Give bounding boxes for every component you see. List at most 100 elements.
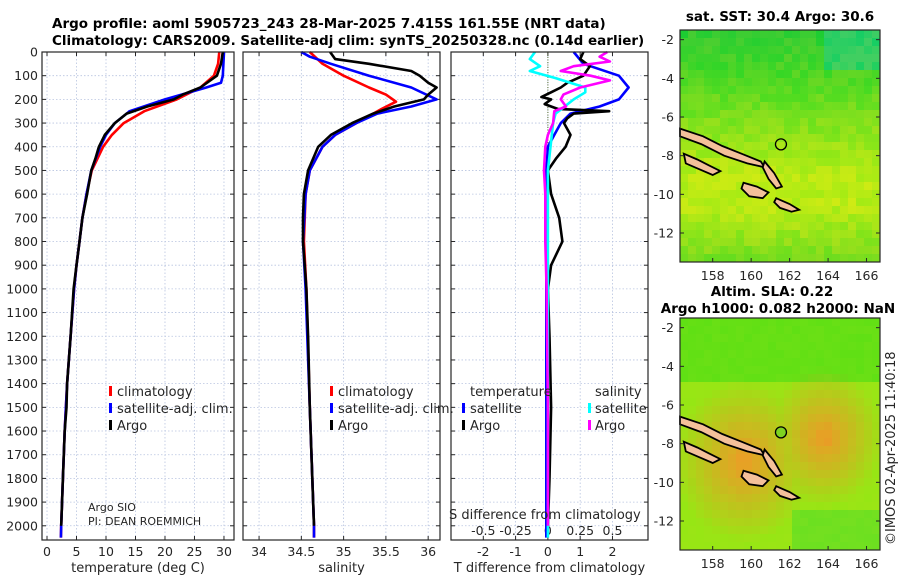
island-coastline <box>773 485 802 501</box>
map-cell <box>800 326 808 334</box>
map-cell <box>704 238 712 246</box>
map-cell <box>712 542 720 550</box>
map-cell <box>864 462 872 470</box>
map-cell <box>752 382 760 390</box>
map-cell <box>752 350 760 358</box>
map-cell <box>864 374 872 382</box>
map-cell <box>768 86 776 94</box>
map-cell <box>784 518 792 526</box>
map-cell <box>760 326 768 334</box>
lat-tick-label: -4 <box>662 359 675 374</box>
map-cell <box>688 502 696 510</box>
map-cell <box>680 326 688 334</box>
map-cell <box>824 30 832 38</box>
map-cell <box>848 438 856 446</box>
map-cell <box>840 422 848 430</box>
map-cell <box>680 382 688 390</box>
map-cell <box>816 334 824 342</box>
map-cell <box>848 198 856 206</box>
map-cell <box>744 46 752 54</box>
map-cell <box>680 446 688 454</box>
map-cell <box>808 254 816 262</box>
map-cell <box>872 46 880 54</box>
map-cell <box>776 126 784 134</box>
map-cell <box>728 422 736 430</box>
map-cell <box>816 390 824 398</box>
map-cell <box>712 214 720 222</box>
map-cell <box>824 190 832 198</box>
map-cell <box>824 222 832 230</box>
map-cell <box>744 334 752 342</box>
map-cell <box>848 462 856 470</box>
map-cell <box>704 534 712 542</box>
map-cell <box>728 326 736 334</box>
map-cell <box>776 478 784 486</box>
map-cell <box>744 414 752 422</box>
map-cell <box>864 214 872 222</box>
sst-map-title: sat. SST: 30.4 Argo: 30.6 <box>686 9 874 25</box>
map-cell <box>704 374 712 382</box>
map-cell <box>872 214 880 222</box>
map-cell <box>744 174 752 182</box>
map-cell <box>792 86 800 94</box>
map-cell <box>856 158 864 166</box>
map-cell <box>720 526 728 534</box>
map-cell <box>800 166 808 174</box>
map-cell <box>872 198 880 206</box>
map-cell <box>696 230 704 238</box>
map-cell <box>832 230 840 238</box>
map-cell <box>728 406 736 414</box>
map-cell <box>824 502 832 510</box>
map-cell <box>792 486 800 494</box>
map-cell <box>760 542 768 550</box>
y-tick-label: 200 <box>14 92 38 107</box>
difference-legend-salinity: salinity satellite Argo <box>588 385 647 434</box>
x-tick-label: 30 <box>216 544 232 559</box>
lon-tick-label: 162 <box>778 268 802 283</box>
map-cell <box>680 342 688 350</box>
map-cell <box>688 30 696 38</box>
map-cell <box>784 94 792 102</box>
map-cell <box>856 366 864 374</box>
map-cell <box>848 62 856 70</box>
map-cell <box>696 430 704 438</box>
lat-tick-label: -8 <box>662 148 675 163</box>
map-cell <box>696 326 704 334</box>
x-tick-label: 2 <box>608 544 616 559</box>
map-cell <box>832 214 840 222</box>
map-cell <box>864 510 872 518</box>
map-cell <box>768 366 776 374</box>
island-coastline <box>761 447 784 478</box>
map-cell <box>720 414 728 422</box>
map-cell <box>816 78 824 86</box>
map-cell <box>768 142 776 150</box>
map-cell <box>856 470 864 478</box>
map-cell <box>824 142 832 150</box>
map-cell <box>816 30 824 38</box>
map-cell <box>720 166 728 174</box>
map-cell <box>840 438 848 446</box>
map-cell <box>736 110 744 118</box>
map-cell <box>832 102 840 110</box>
map-cell <box>848 86 856 94</box>
map-cell <box>856 102 864 110</box>
map-cell <box>832 470 840 478</box>
map-cell <box>848 30 856 38</box>
map-cell <box>704 198 712 206</box>
map-cell <box>680 430 688 438</box>
map-cell <box>864 198 872 206</box>
map-cell <box>680 198 688 206</box>
lat-tick-label: -2 <box>662 320 674 335</box>
map-cell <box>760 62 768 70</box>
map-cell <box>776 86 784 94</box>
lon-tick-label: 158 <box>701 268 725 283</box>
map-cell <box>808 198 816 206</box>
map-cell <box>776 446 784 454</box>
map-cell <box>736 462 744 470</box>
map-cell <box>872 142 880 150</box>
map-cell <box>688 518 696 526</box>
map-cell <box>800 38 808 46</box>
map-cell <box>808 422 816 430</box>
map-cell <box>840 78 848 86</box>
map-cell <box>760 78 768 86</box>
